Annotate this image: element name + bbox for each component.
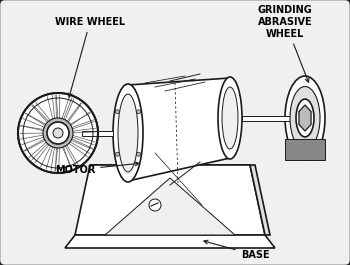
Text: WIRE WHEEL: WIRE WHEEL — [55, 17, 125, 97]
Circle shape — [149, 199, 161, 211]
Ellipse shape — [118, 94, 138, 172]
Polygon shape — [75, 165, 265, 235]
Circle shape — [43, 118, 73, 148]
Polygon shape — [285, 139, 325, 160]
Ellipse shape — [290, 86, 320, 149]
Polygon shape — [250, 165, 270, 235]
Bar — [242, 116, 290, 121]
Circle shape — [136, 110, 141, 114]
Polygon shape — [65, 235, 275, 248]
Circle shape — [53, 128, 63, 138]
Polygon shape — [105, 178, 235, 235]
Polygon shape — [90, 165, 250, 178]
Circle shape — [116, 152, 119, 156]
Ellipse shape — [285, 76, 325, 160]
Circle shape — [47, 122, 69, 144]
Bar — [82, 130, 113, 135]
Circle shape — [116, 110, 119, 114]
Polygon shape — [299, 105, 311, 131]
Circle shape — [18, 93, 98, 173]
Ellipse shape — [218, 77, 242, 159]
Ellipse shape — [296, 99, 314, 137]
Polygon shape — [128, 78, 230, 181]
Ellipse shape — [113, 84, 143, 182]
Text: GRINDING
ABRASIVE
WHEEL: GRINDING ABRASIVE WHEEL — [258, 5, 312, 82]
Text: BASE: BASE — [204, 240, 269, 260]
Ellipse shape — [222, 87, 238, 149]
Circle shape — [136, 152, 141, 156]
Text: MOTOR: MOTOR — [55, 162, 139, 175]
